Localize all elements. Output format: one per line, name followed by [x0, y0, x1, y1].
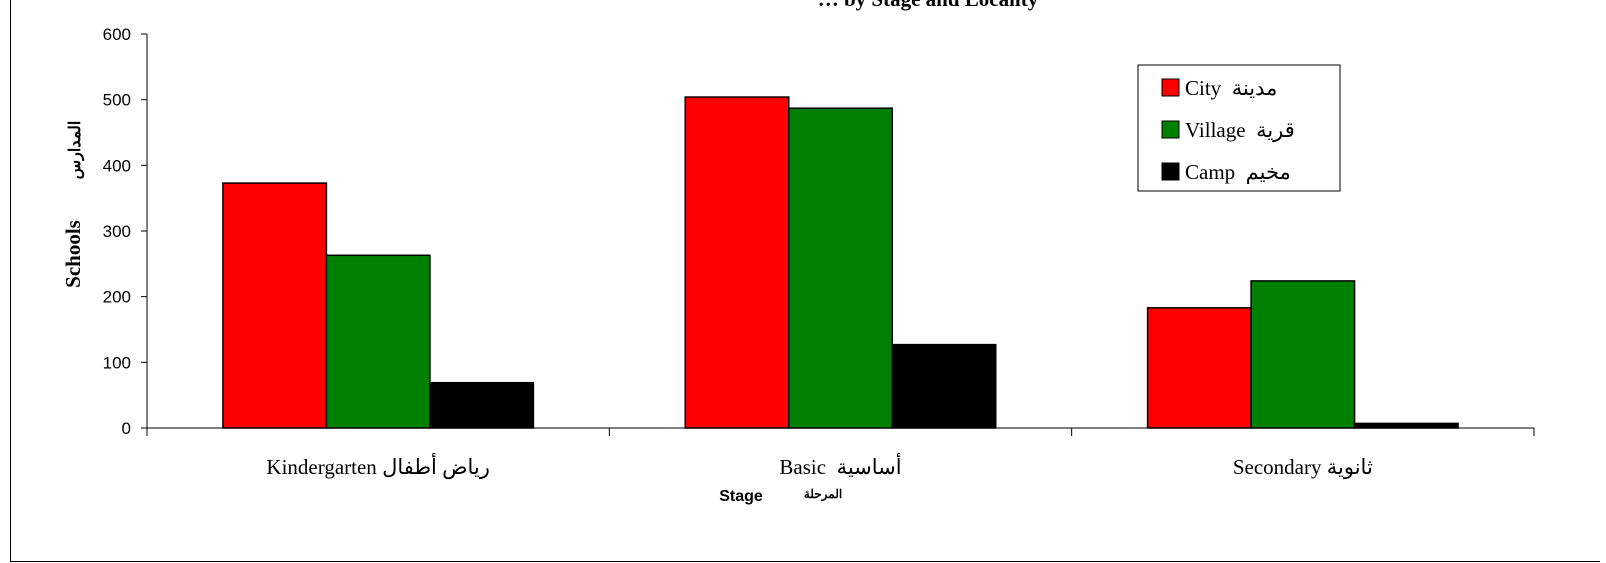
x-axis-label-ar: المرحلة	[804, 487, 842, 502]
bar-village-2	[1250, 280, 1356, 429]
y-tick-label: 100	[103, 353, 131, 372]
legend-swatch	[1161, 120, 1180, 139]
y-tick-label: 0	[122, 419, 131, 438]
x-tick-label: Secondary ثانوية	[1233, 455, 1373, 480]
bars	[222, 96, 1459, 429]
x-tick-label: Kindergarten رياض أطفال	[266, 452, 490, 480]
bar-city-1	[684, 96, 790, 429]
bar-village-1	[788, 107, 893, 429]
bar-camp-0	[429, 381, 535, 429]
legend: City مدينة Village قرية Camp مخيم	[1137, 64, 1341, 192]
bar-city-2	[1146, 307, 1252, 429]
bar-camp-2	[1353, 422, 1459, 429]
y-tick-label: 400	[103, 156, 131, 175]
y-tick-label: 300	[103, 222, 131, 241]
legend-swatch	[1161, 162, 1180, 181]
chart-title: … by Stage and Locality	[818, 0, 1039, 11]
bar-camp-1	[891, 343, 997, 429]
x-tick-label: Basic أساسية	[779, 452, 901, 479]
y-axis-label-ar: المدارس	[67, 121, 85, 180]
x-axis-label-en: Stage	[719, 488, 763, 505]
y-tick-label: 600	[103, 25, 131, 44]
x-tick-labels: Kindergarten رياض أطفال Basic أساسية Secon…	[266, 452, 1373, 480]
legend-label: Village قرية	[1185, 118, 1295, 143]
y-axis-title: Schools المدارس	[61, 121, 85, 288]
bar-city-0	[222, 182, 328, 429]
legend-label: City مدينة	[1185, 76, 1277, 100]
legend-label: Camp مخيم	[1185, 160, 1291, 185]
y-tick-label: 200	[103, 288, 131, 307]
bar-village-0	[325, 254, 431, 429]
y-axis-label-en: Schools	[61, 220, 85, 288]
y-tick-label: 500	[103, 91, 131, 110]
legend-swatch	[1161, 78, 1180, 97]
